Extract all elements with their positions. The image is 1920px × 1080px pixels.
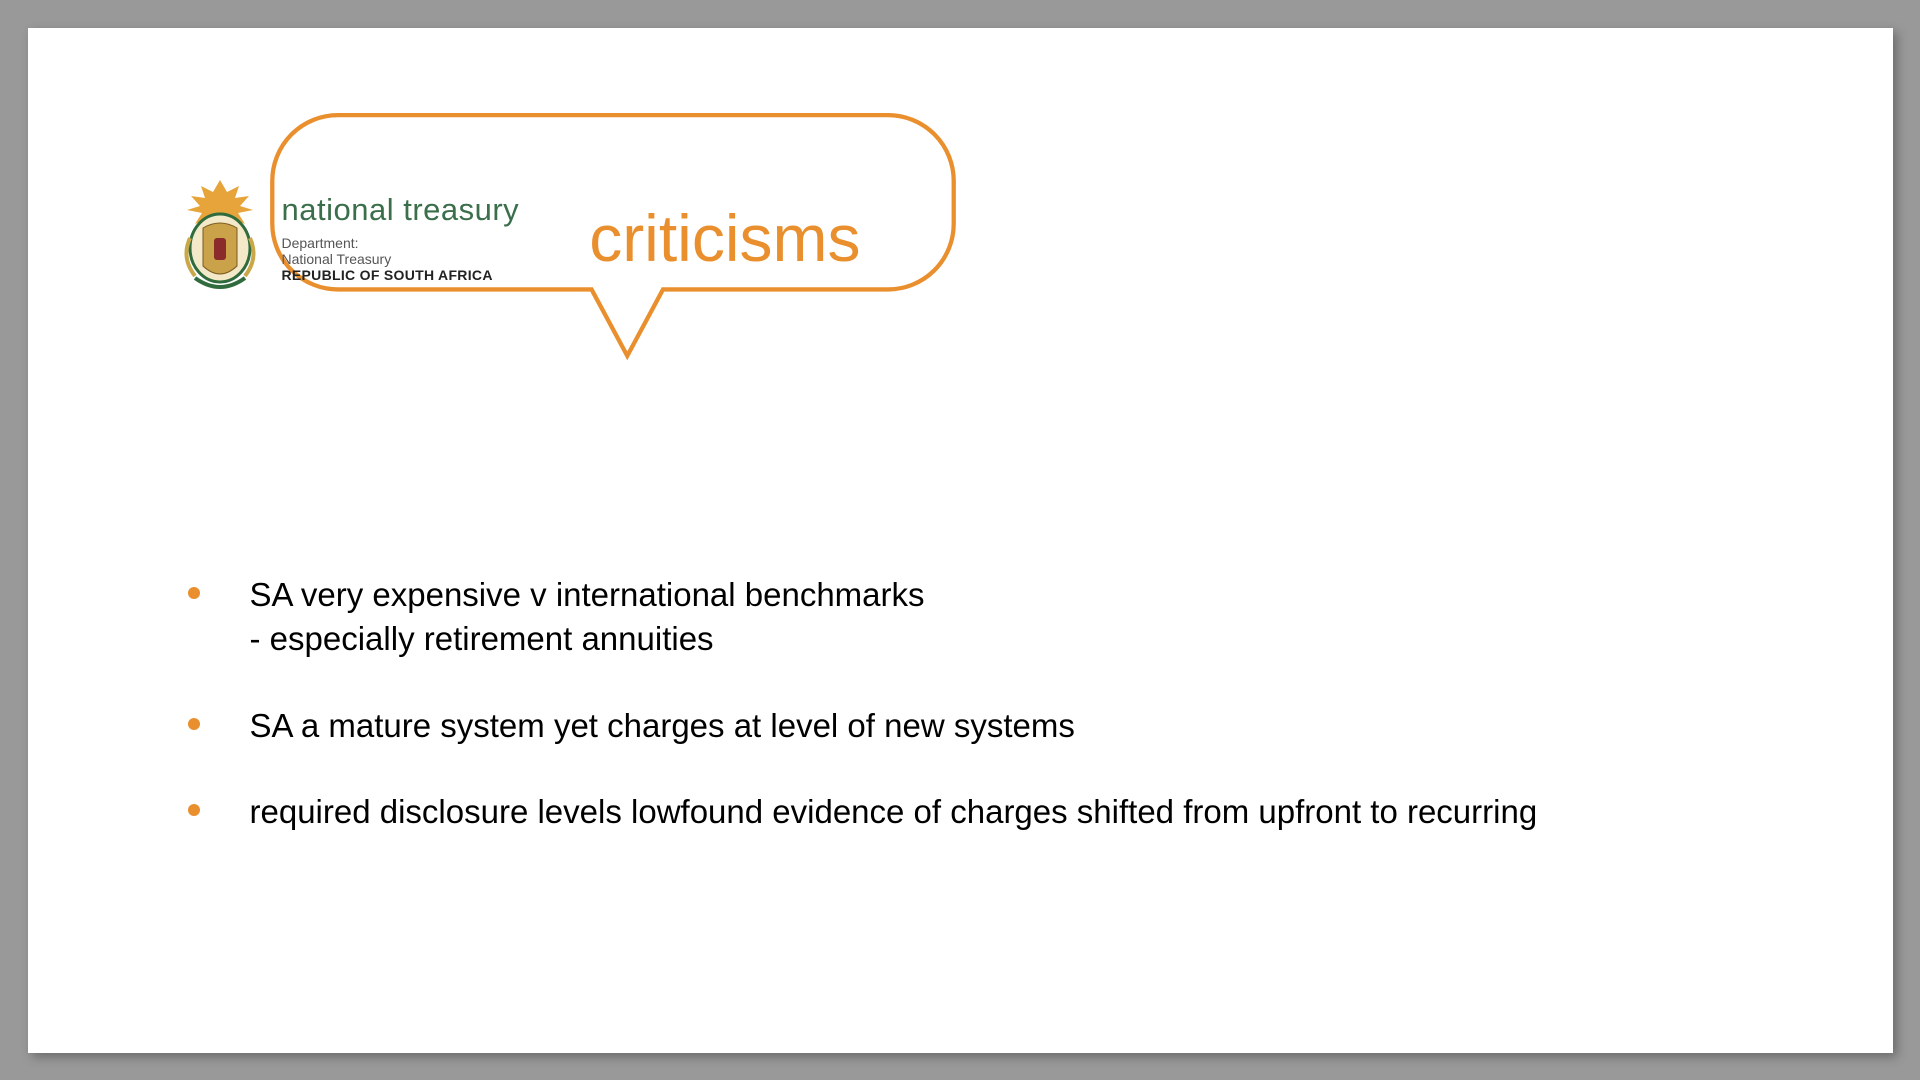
coat-of-arms-icon	[173, 178, 268, 298]
slide: national treasury Department: National T…	[28, 28, 1893, 1053]
bullet-list: SA very expensive v international benchm…	[188, 573, 1793, 877]
logo-block: national treasury Department: National T…	[173, 178, 520, 298]
logo-country: REPUBLIC OF SOUTH AFRICA	[282, 267, 520, 283]
slide-title: criticisms	[589, 200, 860, 276]
list-item: SA very expensive v international benchm…	[188, 573, 1793, 662]
list-item: required disclosure levels lowfound evid…	[188, 790, 1793, 835]
logo-dept-label: Department:	[282, 235, 520, 251]
logo-text: national treasury Department: National T…	[282, 192, 520, 284]
bullet-text: SA very expensive v international benchm…	[250, 573, 925, 662]
bullet-text: SA a mature system yet charges at level …	[250, 704, 1075, 749]
logo-dept-name: National Treasury	[282, 251, 520, 267]
bullet-dot-icon	[188, 804, 200, 816]
list-item: SA a mature system yet charges at level …	[188, 704, 1793, 749]
title-speech-bubble: national treasury Department: National T…	[133, 113, 1093, 363]
bullet-dot-icon	[188, 587, 200, 599]
bullet-dot-icon	[188, 718, 200, 730]
logo-title: national treasury	[282, 192, 520, 228]
bubble-content: national treasury Department: National T…	[133, 113, 1093, 363]
bullet-text: required disclosure levels lowfound evid…	[250, 790, 1538, 835]
